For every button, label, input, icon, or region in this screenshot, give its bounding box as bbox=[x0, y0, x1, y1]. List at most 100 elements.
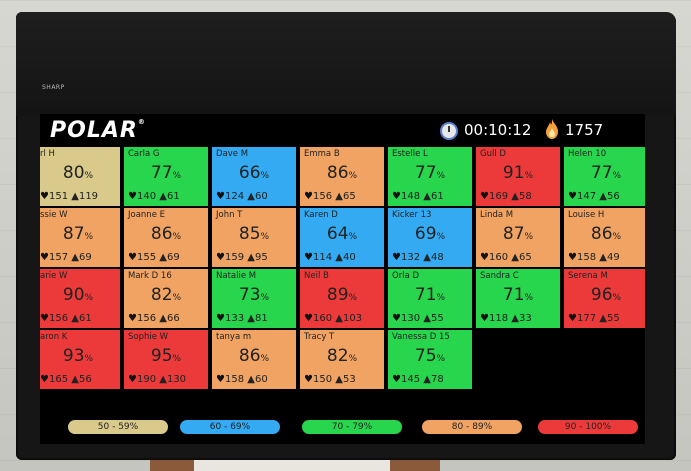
participant-name: tanya m bbox=[216, 332, 252, 342]
heart-rate-percent: 93% bbox=[40, 346, 120, 366]
participant-name: Sophie W bbox=[128, 332, 169, 342]
heart-icon: ♥ bbox=[40, 252, 49, 263]
participant-stats: ♥158 ▲60 bbox=[216, 374, 268, 385]
participant-calories: 66 bbox=[166, 313, 180, 324]
participant-calories: 61 bbox=[78, 313, 92, 324]
participant-stats: ♥155 ▲69 bbox=[128, 252, 180, 263]
heart-rate-percent: 95% bbox=[124, 346, 208, 366]
heart-rate-percent: 82% bbox=[300, 346, 384, 366]
heart-rate-percent: 71% bbox=[388, 285, 472, 305]
percent-sign: % bbox=[172, 171, 182, 181]
percent-sign: % bbox=[260, 293, 270, 303]
participant-tile: rl H 80% ♥151 ▲119 bbox=[40, 147, 120, 206]
calorie-flame-icon: ▲ bbox=[247, 252, 255, 263]
heart-rate-bpm: 156 bbox=[48, 313, 69, 324]
heart-rate-bpm: 156 bbox=[136, 313, 157, 324]
calorie-flame-icon: ▲ bbox=[247, 313, 255, 324]
heart-rate-bpm: 160 bbox=[312, 313, 333, 324]
heart-icon: ♥ bbox=[40, 374, 49, 385]
heart-icon: ♥ bbox=[568, 252, 577, 263]
participant-calories: 33 bbox=[518, 313, 532, 324]
participant-stats: ♥177 ▲55 bbox=[568, 313, 620, 324]
calorie-flame-icon: ▲ bbox=[423, 252, 431, 263]
participant-stats: ♥159 ▲95 bbox=[216, 252, 268, 263]
calorie-flame-icon: ▲ bbox=[335, 252, 343, 263]
participant-calories: 60 bbox=[254, 374, 268, 385]
heart-rate-percent: 77% bbox=[564, 163, 645, 183]
percent-value: 66 bbox=[238, 163, 261, 183]
participant-calories: 56 bbox=[78, 374, 92, 385]
heart-icon: ♥ bbox=[480, 313, 489, 324]
heart-rate-bpm: 147 bbox=[576, 191, 597, 202]
participant-tile: Mark D 16 82% ♥156 ▲66 bbox=[124, 269, 208, 328]
participant-tile: John T 85% ♥159 ▲95 bbox=[212, 208, 296, 267]
percent-sign: % bbox=[348, 232, 358, 242]
heart-rate-percent: 77% bbox=[124, 163, 208, 183]
flame-icon bbox=[546, 119, 558, 139]
participant-stats: ♥157 ▲69 bbox=[40, 252, 92, 263]
participant-stats: ♥169 ▲58 bbox=[480, 191, 532, 202]
percent-value: 86 bbox=[150, 224, 173, 244]
participant-calories: 60 bbox=[254, 191, 268, 202]
heart-rate-bpm: 160 bbox=[488, 252, 509, 263]
calorie-flame-icon: ▲ bbox=[159, 313, 167, 324]
participant-tile: Sandra C 71% ♥118 ▲33 bbox=[476, 269, 560, 328]
percent-sign: % bbox=[436, 232, 446, 242]
heart-rate-percent: 86% bbox=[124, 224, 208, 244]
participant-calories: 65 bbox=[518, 252, 532, 263]
participant-tile: Karen D 64% ♥114 ▲40 bbox=[300, 208, 384, 267]
percent-value: 86 bbox=[590, 224, 613, 244]
heart-rate-bpm: 130 bbox=[400, 313, 421, 324]
heart-rate-percent: 80% bbox=[40, 163, 120, 183]
calorie-flame-icon: ▲ bbox=[71, 252, 79, 263]
percent-value: 71 bbox=[502, 285, 525, 305]
heart-rate-bpm: 157 bbox=[48, 252, 69, 263]
heart-icon: ♥ bbox=[304, 191, 313, 202]
participant-name: rl H bbox=[40, 149, 55, 159]
percent-value: 93 bbox=[62, 346, 85, 366]
heart-rate-percent: 86% bbox=[212, 346, 296, 366]
percent-sign: % bbox=[348, 354, 358, 364]
percent-sign: % bbox=[84, 293, 94, 303]
heart-rate-bpm: 145 bbox=[400, 374, 421, 385]
heart-rate-bpm: 165 bbox=[48, 374, 69, 385]
participant-stats: ♥165 ▲56 bbox=[40, 374, 92, 385]
heart-rate-percent: 71% bbox=[476, 285, 560, 305]
participant-calories: 40 bbox=[342, 252, 356, 263]
participant-calories: 58 bbox=[518, 191, 532, 202]
calorie-flame-icon: ▲ bbox=[511, 252, 519, 263]
zone-legend: 50 - 59% 60 - 69% 70 - 79% 80 - 89% 90 - 100… bbox=[40, 420, 645, 438]
participant-stats: ♥190 ▲130 bbox=[128, 374, 186, 385]
heart-rate-percent: 75% bbox=[388, 346, 472, 366]
heart-icon: ♥ bbox=[392, 374, 401, 385]
heart-icon: ♥ bbox=[128, 313, 137, 324]
heart-rate-bpm: 158 bbox=[576, 252, 597, 263]
percent-value: 73 bbox=[238, 285, 261, 305]
heart-rate-percent: 89% bbox=[300, 285, 384, 305]
participant-stats: ♥156 ▲66 bbox=[128, 313, 180, 324]
heart-rate-percent: 86% bbox=[564, 224, 645, 244]
monitor-brand-label: SHARP bbox=[42, 84, 65, 91]
participant-calories: 69 bbox=[166, 252, 180, 263]
participant-tile: Gull D 91% ♥169 ▲58 bbox=[476, 147, 560, 206]
participant-tile: Neil B 89% ♥160 ▲103 bbox=[300, 269, 384, 328]
participant-tile: Carla G 77% ♥140 ▲61 bbox=[124, 147, 208, 206]
calorie-flame-icon: ▲ bbox=[71, 191, 79, 202]
participant-calories: 119 bbox=[78, 191, 99, 202]
participant-calories: 48 bbox=[430, 252, 444, 263]
heart-icon: ♥ bbox=[568, 191, 577, 202]
participant-calories: 130 bbox=[166, 374, 187, 385]
participant-tile: Serena M 96% ♥177 ▲55 bbox=[564, 269, 645, 328]
percent-value: 86 bbox=[238, 346, 261, 366]
heart-rate-bpm: 114 bbox=[312, 252, 333, 263]
participant-stats: ♥118 ▲33 bbox=[480, 313, 532, 324]
participant-stats: ♥160 ▲65 bbox=[480, 252, 532, 263]
calorie-flame-icon: ▲ bbox=[335, 374, 343, 385]
participant-stats: ♥156 ▲61 bbox=[40, 313, 92, 324]
percent-value: 89 bbox=[326, 285, 349, 305]
participant-tile: aron K 93% ♥165 ▲56 bbox=[40, 330, 120, 389]
participant-tile: Orla D 71% ♥130 ▲55 bbox=[388, 269, 472, 328]
participant-stats: ♥158 ▲49 bbox=[568, 252, 620, 263]
percent-sign: % bbox=[612, 171, 622, 181]
heart-rate-percent: 77% bbox=[388, 163, 472, 183]
